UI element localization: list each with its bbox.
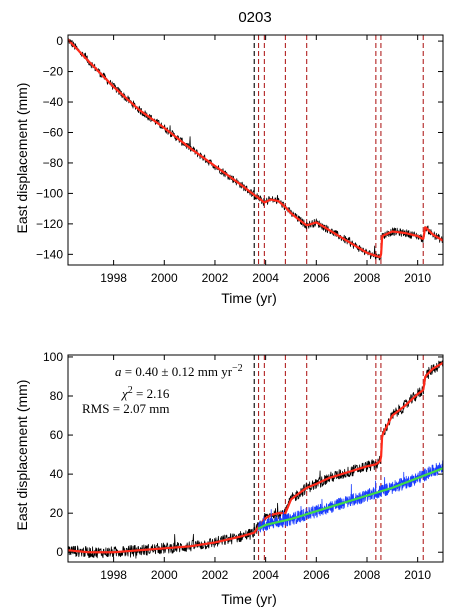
x-tick-label: 2006 <box>303 271 330 285</box>
x-tick-label: 1998 <box>100 271 127 285</box>
x-tick-label: 2008 <box>354 568 381 582</box>
y-tick-label: 80 <box>50 389 64 403</box>
y-tick-label: −100 <box>36 186 63 200</box>
chi-value: = 2.16 <box>133 386 170 401</box>
y-tick-label: −20 <box>43 65 64 79</box>
x-tick-label: 2008 <box>354 271 381 285</box>
x-tick-label: 2004 <box>252 271 279 285</box>
y-tick-label: −80 <box>43 156 64 170</box>
accel-exponent: −2 <box>232 363 243 374</box>
series-model <box>68 38 443 259</box>
y-tick-label: 60 <box>50 428 64 442</box>
x-tick-label: 2010 <box>404 271 431 285</box>
x-axis-label: Time (yr) <box>221 591 276 607</box>
accel-value: = 0.40 ± 0.12 mm yr <box>122 364 233 379</box>
y-tick-label: 20 <box>50 506 64 520</box>
x-tick-label: 2002 <box>202 271 229 285</box>
accel-symbol: a <box>115 364 122 379</box>
panel-top: 0203 Time (yr) East displacement (mm) 19… <box>14 9 444 306</box>
chi-square-annotation: χ2 = 2.16 <box>120 385 170 401</box>
plot-frame <box>67 34 444 266</box>
series-step-removed-observed <box>257 460 443 533</box>
y-tick-label: −60 <box>43 125 64 139</box>
x-tick-label: 2010 <box>404 568 431 582</box>
plot-frame <box>67 354 444 563</box>
acceleration-annotation: a = 0.40 ± 0.12 mm yr−2 <box>115 363 243 379</box>
chart-title: 0203 <box>238 9 271 26</box>
y-tick-label: 40 <box>50 467 64 481</box>
x-tick-label: 2004 <box>252 568 279 582</box>
rms-annotation: RMS = 2.07 mm <box>82 401 170 416</box>
series-acceleration-fit <box>257 467 443 530</box>
panel-bottom: Time (yr) East displacement (mm) a = 0.4… <box>14 350 444 607</box>
x-tick-label: 2006 <box>303 568 330 582</box>
x-tick-label: 2002 <box>202 568 229 582</box>
y-tick-label: −40 <box>43 95 64 109</box>
chi-symbol: χ <box>120 386 128 401</box>
y-tick-label: 100 <box>43 350 63 364</box>
x-tick-label: 2000 <box>151 271 178 285</box>
y-axis-label: East displacement (mm) <box>14 380 30 531</box>
x-tick-label: 2000 <box>151 568 178 582</box>
y-tick-label: 0 <box>56 34 63 48</box>
x-axis-label: Time (yr) <box>221 290 276 306</box>
y-tick-label: −120 <box>36 217 63 231</box>
series-detrended-model <box>68 361 443 554</box>
y-tick-label: −140 <box>36 247 63 261</box>
x-tick-label: 1998 <box>100 568 127 582</box>
chi-exponent: 2 <box>128 385 133 396</box>
y-tick-label: 0 <box>56 545 63 559</box>
y-axis-label: East displacement (mm) <box>14 83 30 234</box>
series-observed <box>68 38 443 261</box>
